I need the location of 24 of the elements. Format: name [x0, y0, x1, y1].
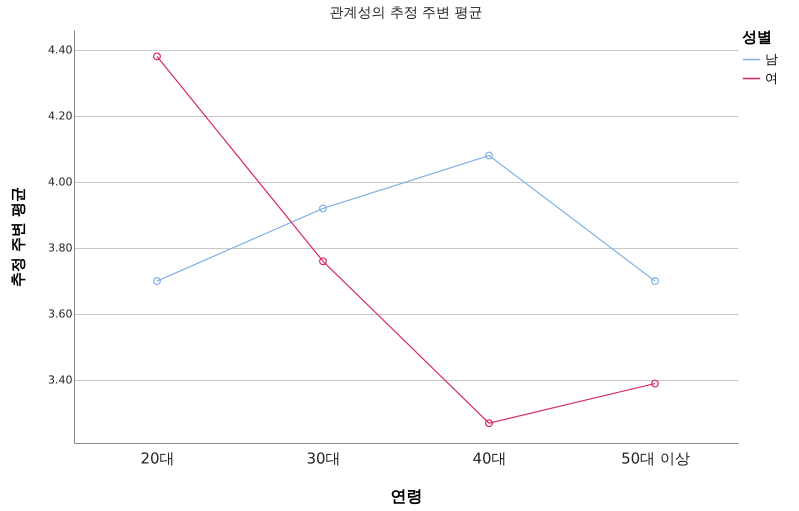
y-tick-label: 3.80: [48, 242, 72, 255]
y-tick-label: 4.40: [48, 43, 72, 56]
legend-label: 남: [765, 52, 778, 68]
legend-label: 여: [765, 72, 778, 86]
point: [485, 152, 493, 160]
point: [319, 204, 327, 212]
x-tick-label: 20대: [140, 450, 175, 468]
y-tick-label: 3.60: [48, 308, 72, 321]
y-tick-label: 4.00: [48, 175, 72, 188]
y-tick-label: 3.40: [48, 374, 72, 387]
chart-title: 관계성의 추정 주변 평균: [329, 5, 483, 21]
x-tick-label: 40대: [472, 450, 507, 468]
point: [153, 52, 161, 60]
y-axis-title: 추정 주변 평균: [9, 186, 28, 288]
point: [651, 277, 659, 286]
x-tick-label: 50대 이상: [621, 450, 690, 468]
point: [485, 419, 493, 428]
y-tick-label: 4.20: [48, 109, 72, 122]
point: [153, 277, 161, 286]
legend-title: 성별: [742, 28, 772, 46]
point: [651, 380, 659, 388]
point: [319, 257, 327, 266]
x-axis-title: 연령: [390, 486, 422, 506]
x-tick-label: 30대: [306, 450, 341, 468]
